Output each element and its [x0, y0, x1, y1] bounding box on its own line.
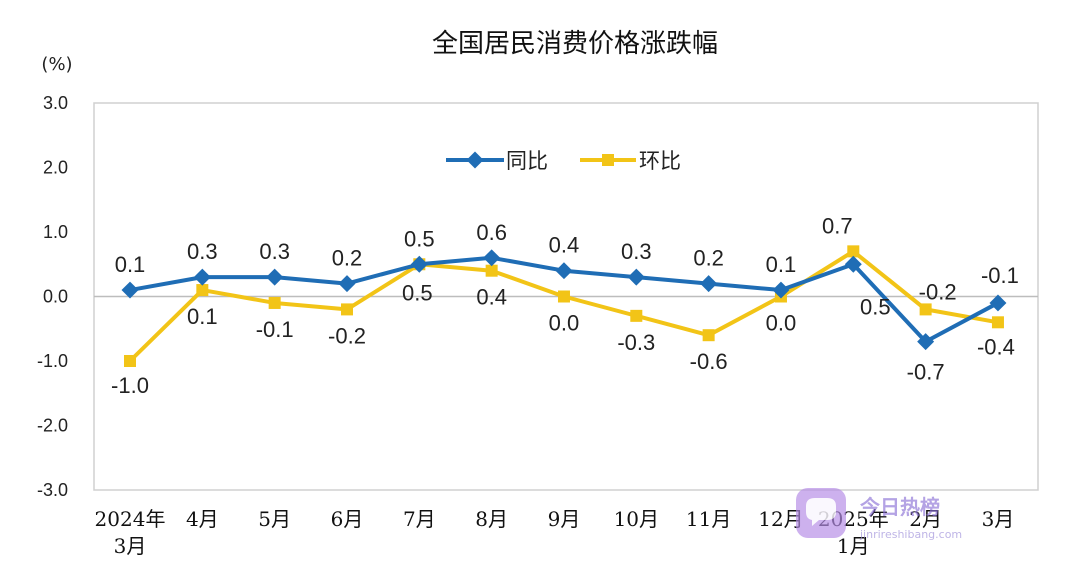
point-yoy	[700, 275, 718, 293]
point-yoy	[121, 281, 139, 299]
data-label-yoy: 0.4	[549, 233, 580, 258]
watermark-text: 今日热榜	[860, 495, 940, 519]
point-mom	[557, 290, 570, 303]
x-tick-label: 3月	[982, 507, 1015, 531]
point-mom	[630, 309, 643, 322]
y-axis-unit: (%)	[41, 54, 72, 75]
y-tick-label: 0.0	[43, 287, 68, 307]
data-label-mom: -0.4	[977, 334, 1015, 359]
data-label-mom: 0.7	[822, 213, 853, 238]
point-yoy	[338, 275, 356, 293]
data-label-mom: -0.6	[690, 349, 728, 374]
point-yoy	[989, 294, 1007, 312]
y-tick-label: 1.0	[43, 222, 68, 242]
point-yoy	[266, 268, 284, 286]
data-label-mom: 0.0	[549, 311, 580, 336]
data-label-yoy: 0.3	[621, 239, 652, 264]
legend-yoy-marker	[466, 151, 484, 169]
point-yoy	[917, 333, 935, 351]
data-label-yoy: 0.1	[766, 252, 797, 277]
point-mom	[485, 264, 498, 277]
data-label-mom: -0.1	[256, 317, 294, 342]
x-tick-label: 5月	[258, 507, 291, 531]
chart-title: 全国居民消费价格涨跌幅	[432, 29, 718, 59]
y-tick-label: -2.0	[37, 416, 68, 436]
data-label-mom: 0.0	[766, 311, 797, 336]
data-label-yoy: 0.5	[860, 294, 891, 319]
data-label-yoy: 0.3	[259, 239, 290, 264]
y-tick-label: 2.0	[43, 158, 68, 178]
data-label-yoy: 0.2	[693, 246, 724, 271]
data-label-mom: -0.3	[617, 330, 655, 355]
data-label-yoy: 0.6	[476, 220, 507, 245]
data-label-yoy: 0.1	[115, 252, 146, 277]
data-label-yoy: 0.3	[187, 239, 218, 264]
data-label-yoy: -0.1	[981, 263, 1019, 288]
data-label-mom: 0.5	[402, 280, 433, 305]
data-label-mom: -0.2	[328, 323, 366, 348]
chat-bubble-icon	[796, 488, 846, 538]
point-yoy	[193, 268, 211, 286]
data-label-mom: 0.4	[476, 285, 507, 310]
y-tick-label: -1.0	[37, 351, 68, 371]
point-mom	[268, 296, 281, 309]
legend-yoy-label: 同比	[506, 149, 548, 173]
legend-mom-label: 环比	[639, 149, 681, 173]
data-label-yoy: 0.2	[332, 246, 363, 271]
watermark-sub: jinrireshibang.com	[859, 528, 962, 541]
x-tick-label: 9月	[548, 507, 581, 531]
point-mom	[919, 303, 932, 316]
point-yoy	[410, 255, 428, 273]
legend-item-mom: 环比	[580, 149, 681, 173]
point-yoy	[483, 249, 501, 267]
x-tick-label: 4月	[186, 507, 219, 531]
series-layer	[121, 245, 1007, 367]
point-mom	[340, 303, 353, 316]
legend-item-yoy: 同比	[446, 149, 548, 173]
point-mom	[991, 316, 1004, 329]
y-axis-ticks: 3.0 2.0 1.0 0.0 -1.0 -2.0 -3.0	[37, 93, 68, 500]
data-label-mom: 0.1	[187, 304, 218, 329]
x-tick-label: 2月	[909, 507, 942, 531]
x-tick-label: 11月	[686, 507, 731, 531]
data-label-yoy: 0.5	[404, 226, 435, 251]
point-mom	[124, 355, 136, 367]
data-label-yoy: -0.7	[907, 360, 945, 385]
x-tick-label: 1月	[837, 534, 870, 558]
x-tick-label: 10月	[614, 507, 659, 531]
point-yoy	[772, 281, 790, 299]
x-tick-label: 6月	[331, 507, 364, 531]
data-labels: 0.1 0.3 0.3 0.2 0.5 0.6 0.4 0.3 0.2 0.1 0.5 -0.7 -0.…	[111, 213, 1019, 398]
y-tick-label: -3.0	[37, 480, 68, 500]
legend: 同比 环比	[446, 149, 681, 173]
x-tick-label: 3月	[114, 534, 147, 558]
x-tick-label: 8月	[475, 507, 508, 531]
point-mom	[847, 245, 860, 258]
point-yoy	[627, 268, 645, 286]
watermark: 今日热榜 jinrireshibang.com	[796, 488, 962, 541]
point-yoy	[844, 255, 862, 273]
data-label-mom: -1.0	[111, 373, 149, 398]
legend-mom-marker	[602, 154, 614, 166]
x-tick-label: 7月	[403, 507, 436, 531]
y-tick-label: 3.0	[43, 93, 68, 113]
x-tick-label: 2024年	[95, 507, 166, 531]
point-yoy	[555, 262, 573, 280]
point-mom	[702, 329, 715, 342]
point-mom	[196, 284, 209, 297]
data-label-mom: -0.2	[919, 279, 957, 304]
